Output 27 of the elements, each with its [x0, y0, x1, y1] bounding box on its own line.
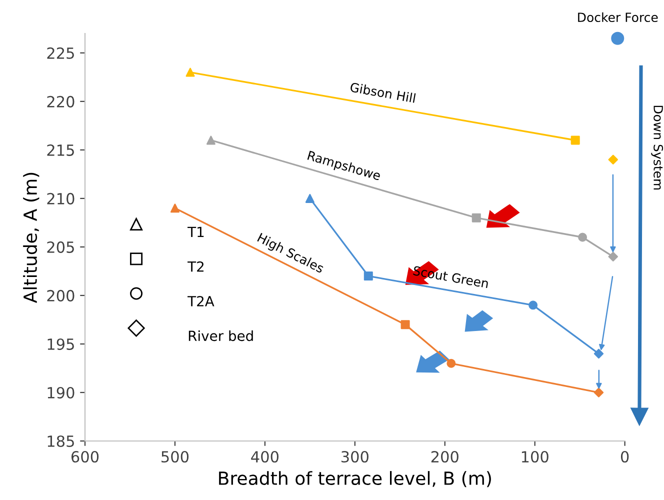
y-tick-label: 215	[47, 144, 74, 156]
annotation: River bed	[188, 330, 253, 342]
x-tick-label: 600	[71, 450, 99, 463]
point	[611, 32, 624, 45]
series-label: Docker Force	[578, 12, 658, 22]
text: Down System	[651, 106, 664, 190]
y-tick-label: 195	[48, 338, 74, 350]
x-tick-label: 400	[251, 450, 278, 463]
x-tick-label: 0	[620, 450, 629, 463]
y-tick-label: 200	[47, 290, 74, 302]
annotation: T2	[188, 261, 204, 272]
y-axis-title: Altitude, A (m)	[23, 172, 40, 304]
y-tick-label: 190	[48, 386, 74, 399]
text: Scout Green	[412, 266, 489, 288]
y-tick-label: 210	[47, 192, 74, 204]
y-tick-label: 225	[47, 47, 74, 59]
y-tick-label: 220	[47, 96, 74, 108]
y-tick-label: 185	[48, 435, 74, 448]
x-tick-label: 200	[431, 450, 458, 463]
annotation: T2A	[188, 296, 214, 306]
x-tick-label: 500	[162, 450, 189, 463]
x-tick-label: 300	[341, 450, 368, 463]
annotation: T1	[188, 226, 204, 238]
x-tick-label: 100	[522, 450, 548, 463]
y-tick-label: 205	[47, 241, 74, 253]
text: Gibson Hill	[350, 82, 416, 103]
x-axis-title: Breadth of terrace level, B (m)	[219, 471, 491, 488]
